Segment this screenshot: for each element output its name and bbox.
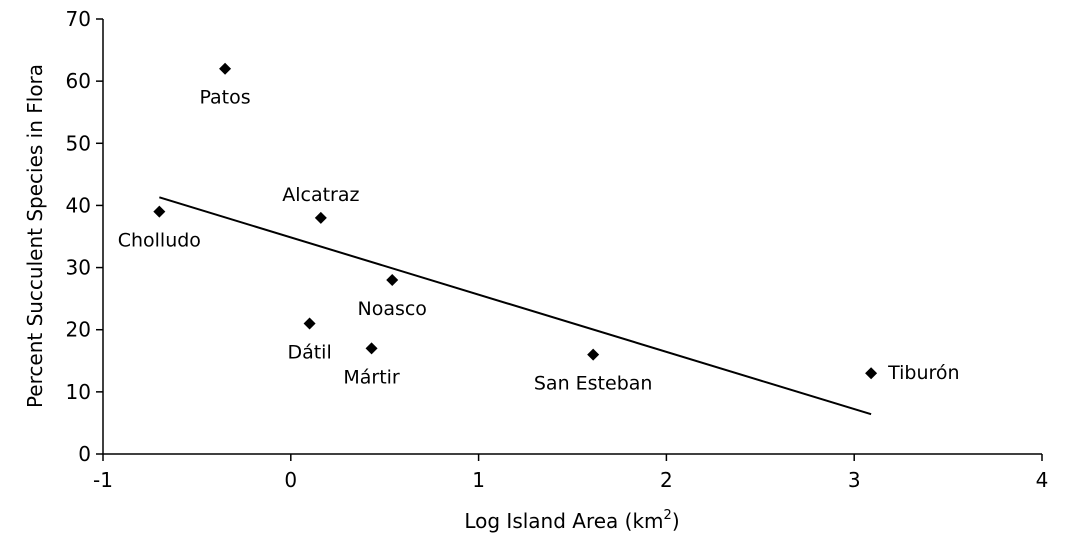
data-point-label: Mártir xyxy=(343,366,400,388)
y-tick-label: 70 xyxy=(66,7,91,31)
y-axis-title: Percent Succulent Species in Flora xyxy=(23,64,47,408)
data-point-label: Alcatraz xyxy=(282,184,359,206)
y-tick-label: 20 xyxy=(66,318,91,342)
y-tick-label: 0 xyxy=(78,442,91,466)
y-tick-label: 50 xyxy=(66,131,91,155)
x-tick-label: 2 xyxy=(660,468,673,492)
x-tick-label: 3 xyxy=(848,468,861,492)
x-tick-label: 1 xyxy=(472,468,485,492)
x-axis-title-text: Log Island Area (km xyxy=(464,509,663,533)
data-point-marker xyxy=(314,211,327,224)
data-point-label: San Esteban xyxy=(534,373,653,395)
y-tick-label: 40 xyxy=(66,193,91,217)
point-labels-layer: Patos Cholludo Alcatraz Noasco Dátil Mártir Sa… xyxy=(118,87,960,395)
x-axis-title-close: ) xyxy=(672,509,680,533)
trendline xyxy=(159,196,872,416)
data-point-marker xyxy=(153,205,166,218)
data-point-marker xyxy=(587,348,600,361)
data-point-marker xyxy=(219,62,232,75)
y-tick-label: 60 xyxy=(66,69,91,93)
data-point-marker xyxy=(865,367,878,380)
data-point-label: Tiburón xyxy=(887,362,959,384)
data-point-label: Cholludo xyxy=(118,230,201,252)
y-tick-label: 30 xyxy=(66,256,91,280)
x-axis-title-superscript: 2 xyxy=(664,508,672,523)
x-tick-label: -1 xyxy=(93,468,113,492)
data-point-label: Patos xyxy=(199,87,250,109)
data-point-marker xyxy=(365,342,378,355)
x-tick-label: 0 xyxy=(284,468,297,492)
trendline-layer xyxy=(159,196,872,416)
y-tick-label: 10 xyxy=(66,380,91,404)
data-point-label: Dátil xyxy=(287,342,331,364)
x-axis-title: Log Island Area (km2) xyxy=(464,508,679,533)
data-point-marker xyxy=(303,317,316,330)
points-layer xyxy=(153,62,878,380)
data-point-label: Noasco xyxy=(357,298,426,320)
x-tick-label: 4 xyxy=(1036,468,1049,492)
data-point-marker xyxy=(386,274,399,286)
